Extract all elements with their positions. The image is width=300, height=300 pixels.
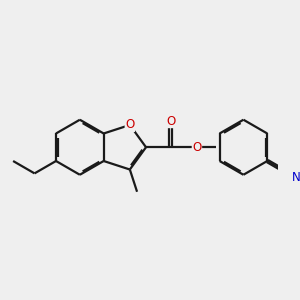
Text: O: O [125, 118, 134, 131]
Text: N: N [292, 171, 300, 184]
Text: O: O [166, 115, 176, 128]
Text: O: O [192, 141, 202, 154]
